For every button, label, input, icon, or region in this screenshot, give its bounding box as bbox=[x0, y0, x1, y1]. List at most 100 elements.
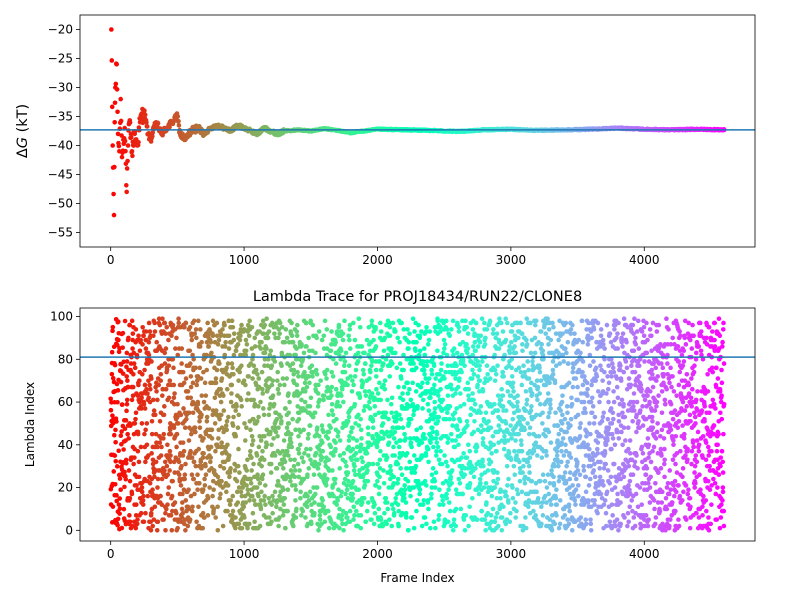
lambda-point bbox=[560, 412, 565, 418]
lambda-point bbox=[351, 517, 356, 522]
lambda-point bbox=[195, 472, 200, 478]
lambda-point bbox=[415, 404, 420, 409]
lambda-point bbox=[338, 493, 344, 499]
lambda-point bbox=[225, 361, 231, 366]
lambda-point bbox=[518, 438, 524, 443]
lambda-point bbox=[513, 350, 519, 356]
lambda-point bbox=[514, 487, 520, 493]
lambda-point bbox=[423, 453, 429, 458]
lambda-point bbox=[390, 506, 396, 512]
lambda-point bbox=[260, 406, 266, 411]
lambda-point bbox=[224, 365, 229, 371]
lambda-point bbox=[335, 433, 341, 439]
lambda-point bbox=[250, 352, 256, 358]
lambda-point bbox=[335, 399, 340, 405]
lambda-point bbox=[126, 335, 131, 341]
delta-g-point bbox=[122, 138, 128, 144]
lambda-point bbox=[410, 380, 416, 386]
lambda-point bbox=[227, 470, 233, 475]
lambda-point bbox=[186, 410, 192, 416]
lambda-point bbox=[181, 406, 186, 411]
lambda-point bbox=[453, 438, 458, 443]
lambda-point bbox=[114, 493, 119, 498]
delta-g-points bbox=[109, 27, 727, 218]
lambda-point bbox=[149, 376, 154, 381]
lambda-point bbox=[400, 391, 405, 396]
lambda-point bbox=[135, 517, 140, 522]
lambda-point bbox=[202, 483, 208, 488]
lambda-point bbox=[384, 500, 390, 505]
lambda-point bbox=[134, 521, 140, 527]
lambda-point bbox=[262, 357, 268, 362]
lambda-point bbox=[524, 397, 530, 403]
lambda-point bbox=[451, 346, 457, 351]
lambda-point bbox=[507, 519, 513, 525]
lambda-point bbox=[154, 389, 159, 394]
lambda-point bbox=[373, 344, 379, 349]
lambda-point bbox=[203, 393, 209, 398]
lambda-point bbox=[500, 369, 506, 375]
lambda-point bbox=[540, 513, 546, 518]
lambda-point bbox=[506, 500, 511, 505]
lambda-point bbox=[209, 350, 214, 356]
lambda-point bbox=[314, 485, 320, 490]
lambda-point bbox=[448, 382, 454, 388]
lambda-point bbox=[353, 472, 358, 478]
lambda-point bbox=[484, 500, 489, 505]
lambda-point bbox=[331, 453, 336, 458]
lambda-point bbox=[466, 523, 471, 529]
lambda-point bbox=[339, 393, 344, 398]
lambda-point bbox=[152, 412, 158, 418]
lambda-point bbox=[312, 500, 317, 505]
lambda-point bbox=[191, 459, 197, 465]
lambda-point bbox=[500, 329, 506, 334]
lambda-point bbox=[446, 487, 451, 493]
lambda-point bbox=[309, 521, 314, 527]
lambda-point bbox=[164, 506, 169, 512]
lambda-point bbox=[521, 416, 526, 422]
lambda-point bbox=[194, 382, 200, 388]
lambda-point bbox=[537, 391, 542, 396]
lambda-point bbox=[170, 322, 176, 328]
lambda-point bbox=[479, 316, 485, 321]
lambda-point bbox=[287, 436, 293, 441]
delta-g-point bbox=[124, 189, 129, 195]
lambda-point bbox=[145, 361, 151, 366]
lambda-point bbox=[555, 438, 560, 443]
lambda-point bbox=[526, 504, 531, 510]
lambda-point bbox=[374, 444, 380, 450]
lambda-point bbox=[161, 412, 167, 418]
lambda-point bbox=[376, 491, 382, 497]
lambda-point bbox=[249, 324, 255, 330]
lambda-point bbox=[422, 371, 427, 377]
lambda-point bbox=[455, 427, 461, 433]
lambda-point bbox=[372, 404, 378, 409]
lambda-point bbox=[208, 455, 214, 460]
lambda-point bbox=[484, 363, 490, 369]
lambda-point bbox=[526, 498, 532, 503]
lambda-point bbox=[315, 391, 321, 396]
lambda-point bbox=[281, 438, 287, 443]
lambda-point bbox=[230, 423, 236, 428]
lambda-point bbox=[428, 440, 433, 445]
lambda-point bbox=[363, 361, 368, 366]
lambda-point bbox=[384, 429, 390, 435]
lambda-point bbox=[249, 442, 255, 448]
lambda-point bbox=[551, 324, 556, 330]
lambda-point bbox=[410, 316, 416, 321]
lambda-point bbox=[288, 468, 294, 473]
lambda-point bbox=[512, 344, 517, 349]
lambda-point bbox=[190, 508, 195, 514]
lambda-point bbox=[519, 331, 525, 336]
lambda-point bbox=[561, 474, 566, 480]
lambda-point bbox=[290, 339, 296, 345]
lambda-point bbox=[125, 384, 131, 390]
lambda-point bbox=[201, 451, 206, 456]
lambda-point bbox=[252, 519, 257, 525]
lambda-point bbox=[228, 466, 233, 471]
lambda-point bbox=[401, 352, 406, 358]
lambda-point bbox=[372, 510, 378, 516]
lambda-point bbox=[477, 339, 483, 345]
lambda-point bbox=[431, 363, 437, 369]
lambda-point bbox=[185, 523, 191, 529]
